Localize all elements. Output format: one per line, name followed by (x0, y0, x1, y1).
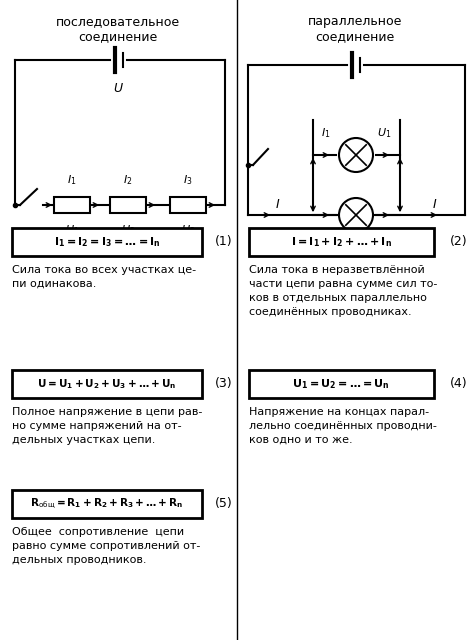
Text: (2): (2) (450, 236, 468, 248)
Bar (110, 197, 146, 213)
Text: (3): (3) (215, 378, 233, 390)
Bar (12, 228, 202, 256)
Text: I: I (276, 198, 280, 211)
Text: $U_1$: $U_1$ (65, 223, 79, 237)
Bar (12, 490, 202, 518)
Text: Сила тока в неразветвлённой
части цепи равна сумме сил то-
ков в отдельных парал: Сила тока в неразветвлённой части цепи р… (249, 265, 438, 317)
Text: $U_2$: $U_2$ (377, 230, 391, 244)
Text: Общее  сопротивление  цепи
равно сумме сопротивлений от-
дельных проводников.: Общее сопротивление цепи равно сумме соп… (12, 527, 201, 565)
Text: $U_3$: $U_3$ (181, 223, 195, 237)
Bar (54, 197, 90, 213)
Text: U: U (113, 82, 123, 95)
Text: $U_2$: $U_2$ (121, 223, 135, 237)
Text: (4): (4) (450, 378, 468, 390)
Text: $\mathbf{U_1=U_2=\ldots=U_n}$: $\mathbf{U_1=U_2=\ldots=U_n}$ (292, 377, 390, 391)
Bar (12, 370, 202, 398)
Text: $\mathbf{I=I_1+I_2+\ldots+I_n}$: $\mathbf{I=I_1+I_2+\ldots+I_n}$ (291, 235, 392, 249)
Text: $\mathbf{R_{\text{общ}}=R_1+R_2+R_3+\ldots+R_n}$: $\mathbf{R_{\text{общ}}=R_1+R_2+R_3+\ldo… (30, 497, 183, 511)
Text: Напряжение на концах парал-
лельно соединённых проводни-
ков одно и то же.: Напряжение на концах парал- лельно соеди… (249, 407, 437, 445)
Text: последовательное
соединение: последовательное соединение (56, 15, 180, 43)
Circle shape (339, 198, 373, 232)
Text: (1): (1) (215, 236, 233, 248)
Text: $\mathbf{U=U_1+U_2+U_3+\ldots+U_n}$: $\mathbf{U=U_1+U_2+U_3+\ldots+U_n}$ (37, 377, 177, 391)
Bar (249, 370, 434, 398)
Text: $I_2$: $I_2$ (321, 230, 331, 244)
Text: $I_1$: $I_1$ (67, 173, 77, 187)
Text: $I_2$: $I_2$ (123, 173, 133, 187)
Text: (5): (5) (215, 497, 233, 511)
Text: Полное напряжение в цепи рав-
но сумме напряжений на от-
дельных участках цепи.: Полное напряжение в цепи рав- но сумме н… (12, 407, 202, 445)
Text: параллельное
соединение: параллельное соединение (308, 15, 402, 43)
Circle shape (339, 138, 373, 172)
Text: I: I (433, 198, 437, 211)
Text: $\mathbf{I_1=I_2=I_3=\ldots=I_n}$: $\mathbf{I_1=I_2=I_3=\ldots=I_n}$ (54, 235, 160, 249)
Bar (170, 197, 206, 213)
Text: $I_1$: $I_1$ (321, 126, 331, 140)
Text: $U_1$: $U_1$ (377, 126, 391, 140)
Bar (249, 228, 434, 256)
Text: $I_3$: $I_3$ (183, 173, 193, 187)
Text: Сила тока во всех участках це-
пи одинакова.: Сила тока во всех участках це- пи одинак… (12, 265, 196, 289)
